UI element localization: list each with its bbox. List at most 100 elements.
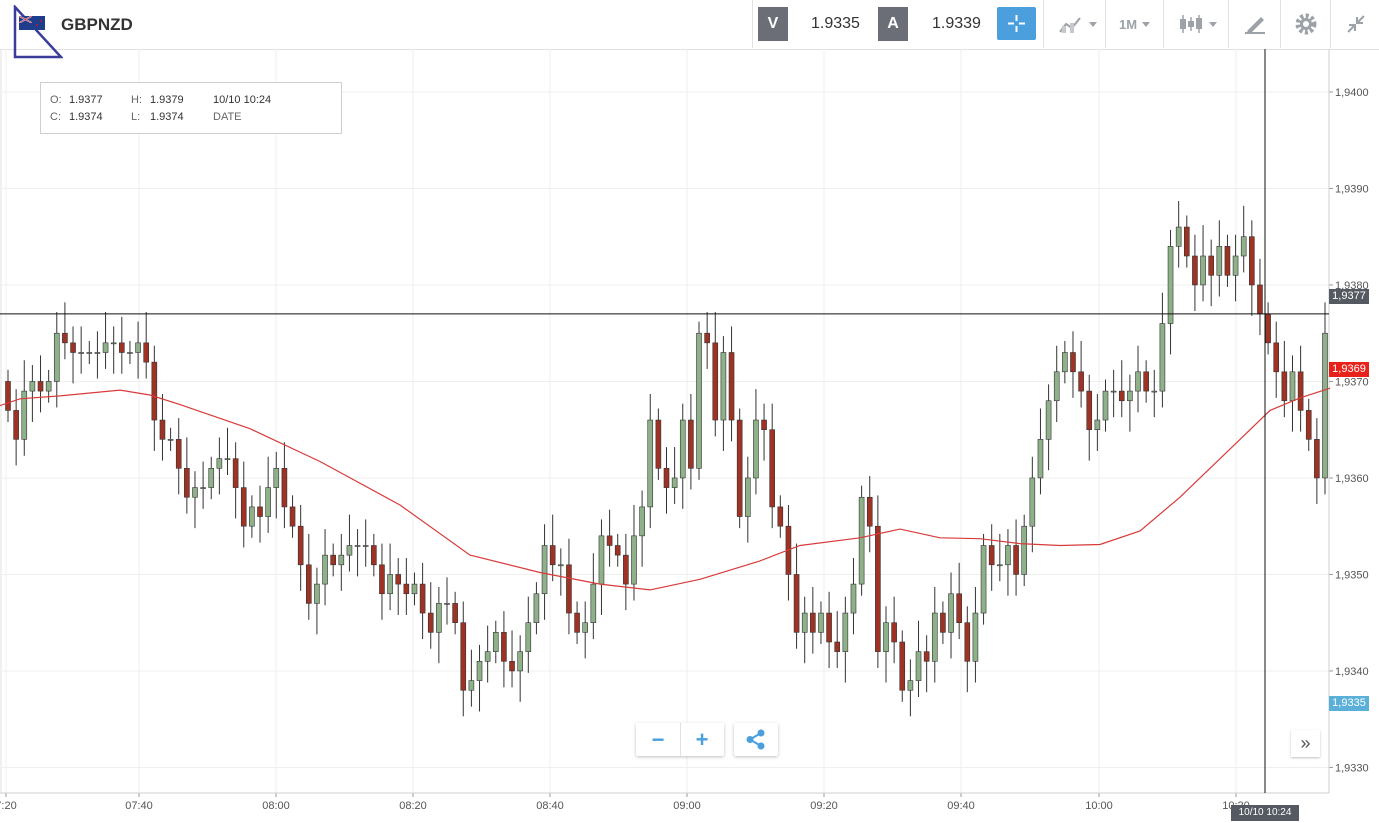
close-label: C: <box>50 111 61 123</box>
zoom-in-button[interactable]: + <box>695 726 709 752</box>
candle-body <box>184 467 190 498</box>
sell-price-group[interactable]: V 1.9335 <box>752 0 871 48</box>
candle-body <box>249 506 255 527</box>
zoom-out-button[interactable]: − <box>636 723 681 756</box>
scroll-right-button[interactable]: » <box>1291 730 1320 757</box>
candle-body <box>769 429 775 508</box>
sell-label[interactable]: V <box>758 7 788 41</box>
timeframe-label: 1M <box>1119 16 1138 32</box>
low-label: L: <box>131 111 141 123</box>
candle-body <box>159 419 166 440</box>
x-tick-label: 10:00 <box>1085 800 1113 812</box>
candle-body <box>1053 371 1060 402</box>
candle-body <box>525 622 532 652</box>
candle-body <box>1200 255 1206 286</box>
high-label: H: <box>131 94 142 106</box>
crosshair-time-label: 10/10 10:24 <box>1231 805 1299 821</box>
y-tick-label: 1,9370 <box>1335 376 1369 388</box>
buy-label[interactable]: A <box>878 7 908 41</box>
ohlc-info-box: O: 1.9377 H: 1.9379 10/10 10:24 C: 1.937… <box>40 82 342 134</box>
candle-body <box>53 332 60 382</box>
candle-body <box>744 477 751 517</box>
settings-button[interactable] <box>1280 0 1331 48</box>
candle-body <box>119 342 125 353</box>
candle-body <box>1175 226 1182 247</box>
candle-body <box>923 651 930 662</box>
candle-body <box>297 525 304 566</box>
candle-body <box>1257 284 1263 315</box>
candle-body <box>1013 545 1019 575</box>
candle-body <box>70 342 76 353</box>
candle-body <box>533 593 540 624</box>
candle-body <box>842 612 849 652</box>
x-tick-label: 08:20 <box>399 800 427 812</box>
candle-body <box>940 612 946 633</box>
crosshair-button[interactable] <box>997 7 1036 40</box>
sell-price[interactable]: 1.9335 <box>811 15 860 32</box>
candle-body <box>143 342 150 363</box>
candle-body <box>403 583 410 595</box>
candle-body <box>1151 390 1158 393</box>
candle-body <box>988 545 995 566</box>
x-tick-label: 07:40 <box>125 800 153 812</box>
candle-body <box>696 332 702 469</box>
candle-body <box>566 564 572 614</box>
x-tick-label: 09:40 <box>947 800 975 812</box>
candle-body <box>972 612 979 662</box>
candle-body <box>1224 246 1231 276</box>
candle-body <box>1127 390 1133 402</box>
candle-body <box>501 632 507 662</box>
date-value: 10/10 10:24 <box>213 94 272 106</box>
y-tick-label: 1,9360 <box>1335 473 1369 485</box>
candle-body <box>273 467 280 488</box>
candle-body <box>1135 371 1141 392</box>
candle-body <box>444 603 450 605</box>
candle-body <box>476 660 483 681</box>
candle-body <box>86 352 93 354</box>
candle-body <box>1143 371 1149 392</box>
candle-body <box>151 361 158 421</box>
drawing-tools-button[interactable] <box>1228 0 1281 48</box>
candle-body <box>1062 352 1068 373</box>
candle-body <box>1094 419 1101 430</box>
share-button[interactable] <box>734 723 778 756</box>
x-tick-label: 08:40 <box>536 800 564 812</box>
timeframe-button[interactable]: 1M <box>1105 0 1164 48</box>
candle-body <box>1167 246 1174 324</box>
candle-body <box>387 574 393 595</box>
candle-body <box>997 564 1003 567</box>
candle-body <box>793 574 800 633</box>
candle-body <box>948 593 954 633</box>
candle-body <box>761 419 767 430</box>
candle-body <box>224 458 231 460</box>
candle-body <box>265 487 271 517</box>
candle-body <box>623 554 629 585</box>
open-value: 1.9377 <box>69 94 103 106</box>
candle-body <box>1314 439 1320 479</box>
candle-body <box>452 603 458 624</box>
candle-body <box>240 487 247 527</box>
candle-body <box>110 342 117 345</box>
buy-price-group[interactable]: A 1.9339 <box>870 0 990 48</box>
candle-body <box>647 419 654 508</box>
candle-body <box>517 651 523 672</box>
candle-body <box>688 419 694 469</box>
candle-body <box>736 419 743 517</box>
y-tick-label: 1,9340 <box>1335 666 1369 678</box>
candle-body <box>728 352 735 421</box>
candle-body <box>614 545 621 556</box>
candle-body <box>1118 390 1125 402</box>
price-chart[interactable]: 1,9400 1,9390 1,9380 1,9370 1,9360 1,9350 1,93… <box>0 49 1379 823</box>
candle-body <box>1021 525 1028 575</box>
candle-body <box>167 439 174 441</box>
candle-body <box>1249 236 1255 286</box>
candle-body <box>346 545 353 556</box>
candle-body <box>663 467 670 488</box>
candle-body <box>598 535 605 585</box>
candle-body <box>330 554 336 566</box>
chart-type-button[interactable] <box>1043 0 1106 48</box>
candle-body <box>899 641 906 691</box>
candle-style-button[interactable] <box>1163 0 1229 48</box>
buy-price[interactable]: 1.9339 <box>932 15 981 32</box>
collapse-button[interactable] <box>1330 0 1379 48</box>
